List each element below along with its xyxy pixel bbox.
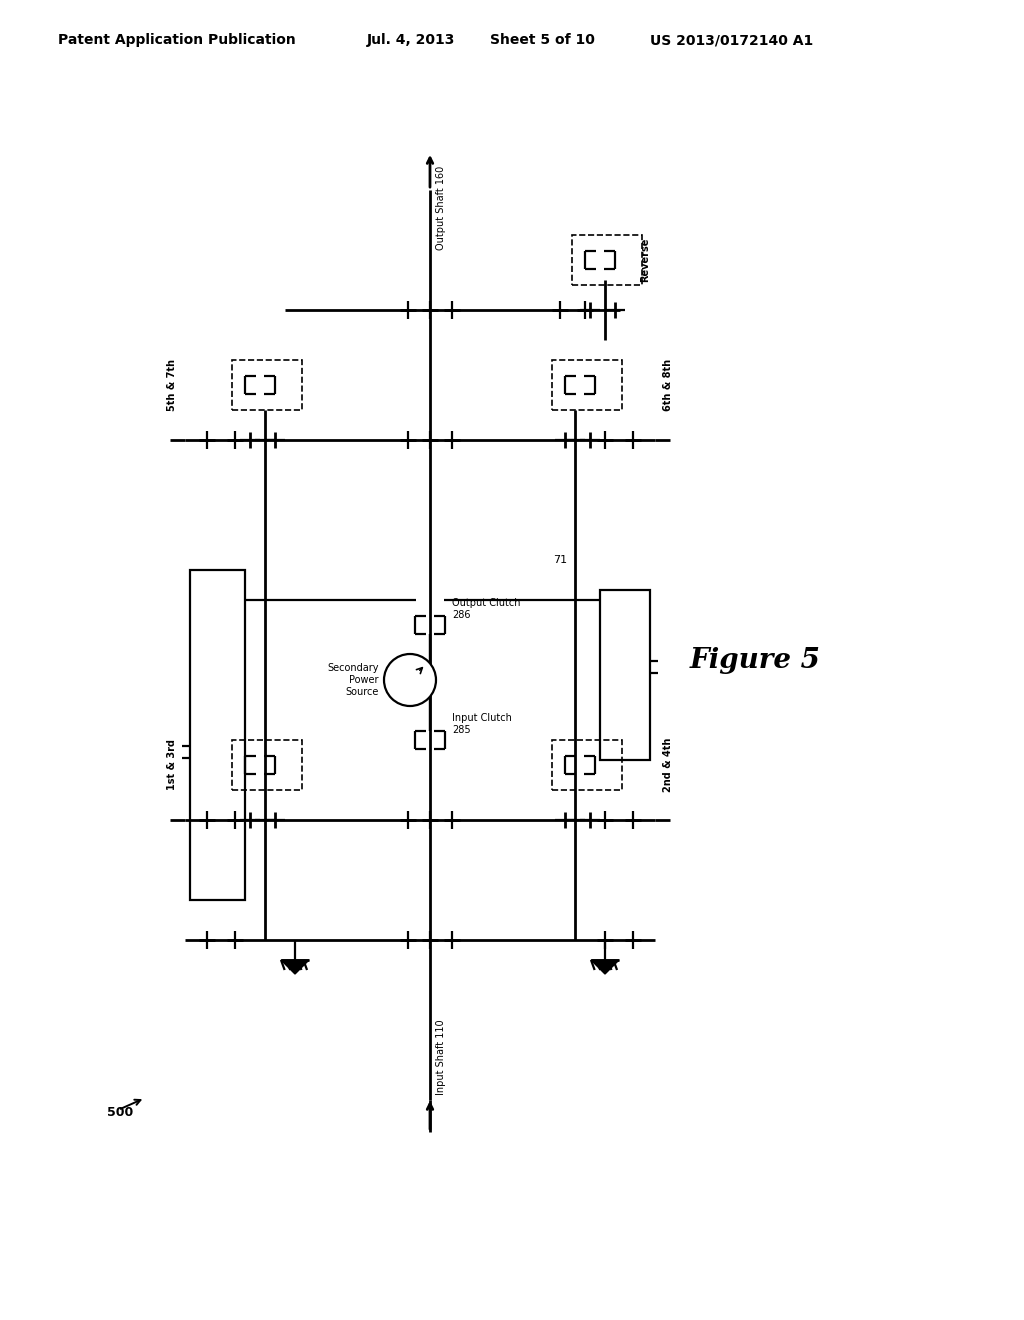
Text: Secondary
Power
Source: Secondary Power Source	[328, 664, 379, 697]
Text: 1st & 3rd: 1st & 3rd	[167, 739, 177, 791]
Bar	[552, 741, 622, 789]
Text: 6th & 8th: 6th & 8th	[663, 359, 673, 411]
Bar	[232, 741, 302, 789]
Text: 71: 71	[553, 554, 567, 565]
Bar	[232, 360, 302, 411]
Text: US 2013/0172140 A1: US 2013/0172140 A1	[650, 33, 813, 48]
Text: 5th & 7th: 5th & 7th	[167, 359, 177, 411]
Text: Sheet 5 of 10: Sheet 5 of 10	[490, 33, 595, 48]
Polygon shape	[591, 960, 618, 974]
Text: 2nd & 4th: 2nd & 4th	[663, 738, 673, 792]
Text: Jul. 4, 2013: Jul. 4, 2013	[367, 33, 456, 48]
Text: Figure 5: Figure 5	[689, 647, 820, 673]
Bar	[600, 590, 650, 760]
Text: Input Shaft 110: Input Shaft 110	[436, 1019, 446, 1096]
Bar	[572, 235, 642, 285]
Bar	[190, 570, 245, 900]
Text: Input Clutch
285: Input Clutch 285	[452, 713, 512, 735]
Circle shape	[384, 653, 436, 706]
Text: Reverse: Reverse	[640, 238, 650, 282]
Text: Output Shaft 160: Output Shaft 160	[436, 166, 446, 249]
Polygon shape	[281, 960, 309, 974]
Text: 500: 500	[106, 1106, 133, 1118]
Bar	[552, 360, 622, 411]
Text: Output Clutch
286: Output Clutch 286	[452, 598, 520, 620]
Text: Patent Application Publication: Patent Application Publication	[58, 33, 296, 48]
